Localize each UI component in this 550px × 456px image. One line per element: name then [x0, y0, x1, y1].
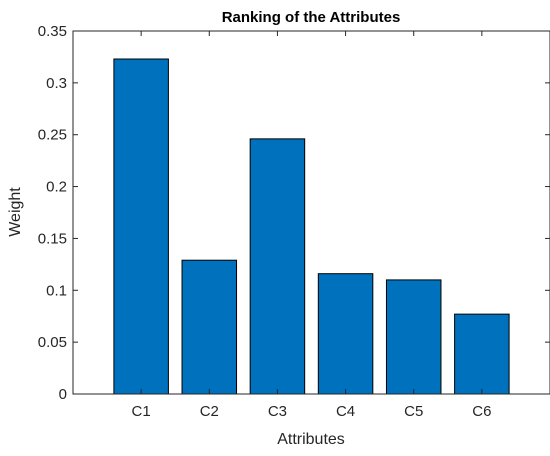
x-tick-label-c5: C5	[404, 403, 423, 420]
bar-c6	[454, 313, 510, 395]
x-axis-ticks: C1 C2 C3 C4 C5 C6	[132, 31, 491, 420]
x-tick-label-c2: C2	[200, 403, 219, 420]
y-tick-label: 0.25	[38, 127, 67, 144]
x-axis-label: Attributes	[277, 431, 345, 448]
x-tick-label-c6: C6	[472, 403, 491, 420]
bar-c5	[385, 279, 442, 395]
chart-title: Ranking of the Attributes	[222, 9, 401, 26]
bars-layer	[113, 58, 510, 395]
y-tick-label: 0.2	[46, 179, 67, 196]
x-tick-label-c4: C4	[336, 403, 355, 420]
plot-area-frame	[72, 30, 550, 395]
y-tick-label: 0.05	[38, 334, 67, 351]
y-tick-label: 0.35	[38, 23, 67, 40]
y-tick-label: 0.1	[46, 282, 67, 299]
y-axis-ticks: 0 0.05 0.1 0.15 0.2 0.25 0.3 0.35	[38, 23, 550, 403]
bar-c4	[317, 273, 374, 395]
x-tick-label-c1: C1	[132, 403, 151, 420]
y-tick-label: 0	[59, 386, 67, 403]
bar-c2	[181, 259, 238, 395]
y-tick-label: 0.3	[46, 75, 67, 92]
bar-c1	[113, 58, 169, 395]
bar-c3	[249, 138, 306, 395]
y-tick-label: 0.15	[38, 230, 67, 247]
y-axis-label: Weight	[7, 187, 24, 237]
x-tick-label-c3: C3	[268, 403, 287, 420]
